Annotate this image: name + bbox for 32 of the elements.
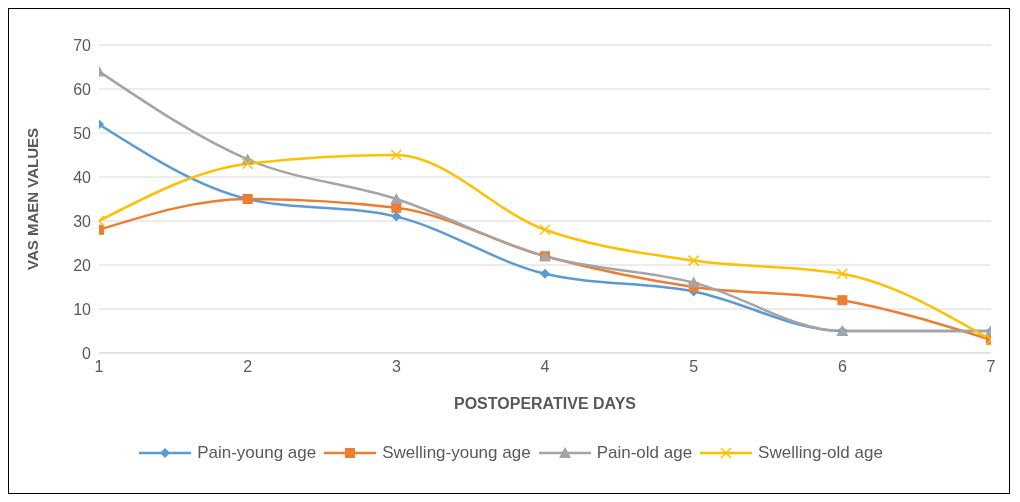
point [540,268,550,279]
y-tick-label: 50 [73,124,92,142]
y-axis-title: VAS MAEN VALUES [24,128,42,270]
x-tick-label: 5 [689,358,699,376]
point [687,254,700,267]
point [390,149,403,161]
legend-label: Pain-old age [596,443,693,463]
y-tick-label: 60 [73,80,92,98]
y-tick-label: 70 [73,36,92,54]
point [539,224,551,236]
x-tick-label: 2 [243,358,253,376]
x-tick-label: 3 [391,358,401,376]
x-tick-label: 6 [837,358,847,376]
y-tick-label: 30 [73,212,92,230]
legend-label: Swelling-old age [758,443,883,463]
y-tick-label: 10 [73,300,92,318]
y-tick-label: 0 [82,344,92,362]
point [391,211,402,222]
point [837,295,848,306]
point [241,158,254,170]
point [687,276,700,288]
x-tick-label: 7 [986,358,996,376]
x-axis-title: POSTOPERATIVE DAYS [454,395,637,412]
y-tick-label: 40 [73,168,92,186]
point [836,268,849,280]
point [390,193,403,204]
x-tick-label: 4 [540,358,550,376]
point [391,202,402,213]
legend-label: Swelling-young age [382,443,531,463]
legend-label: Pain-young age [197,443,317,463]
x-tick-label: 1 [94,358,104,376]
y-tick-label: 20 [73,256,92,274]
